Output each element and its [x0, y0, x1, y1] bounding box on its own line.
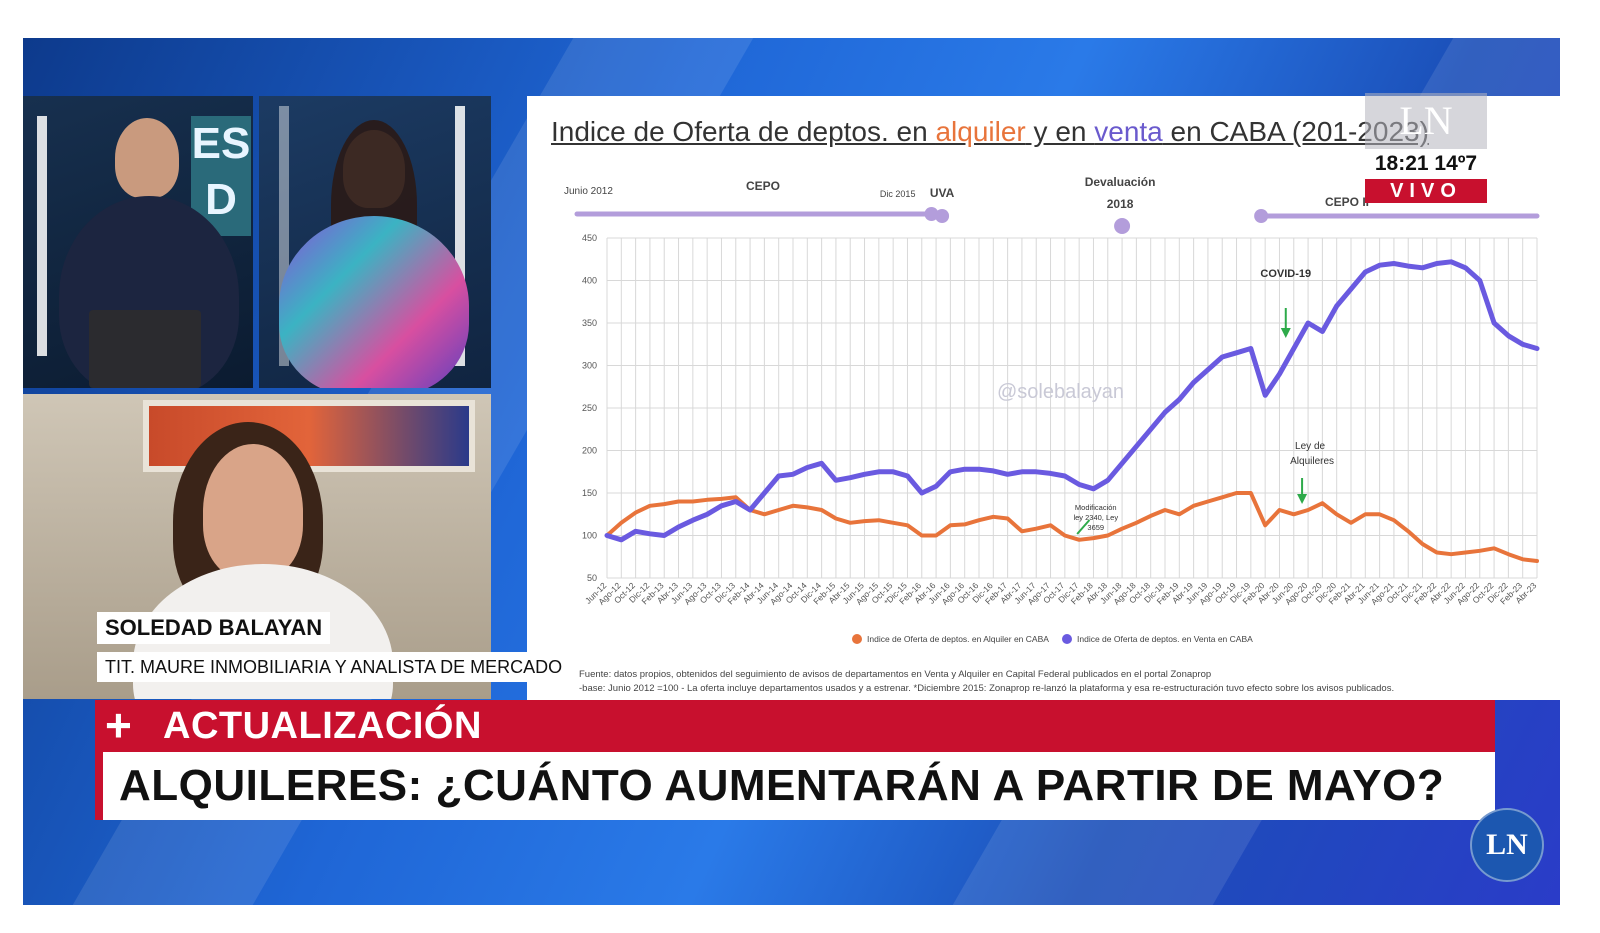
y-tick-label: 350 — [582, 318, 597, 328]
headline: ALQUILERES: ¿CUÁNTO AUMENTARÁN A PARTIR … — [119, 761, 1445, 810]
guest-name-tag: SOLEDAD BALAYAN — [97, 612, 331, 644]
y-tick-label: 50 — [587, 573, 597, 583]
channel-logo: LN — [1470, 808, 1544, 882]
chart-title: Indice de Oferta de deptos. en alquiler … — [551, 116, 1429, 148]
line-chart: 50100150200250300350400450Jun-12Ago-12Oc… — [564, 175, 1540, 644]
camera-guest — [23, 394, 491, 699]
source-line: -base: Junio 2012 =100 - La oferta inclu… — [579, 683, 1395, 694]
y-tick-label: 400 — [582, 276, 597, 286]
lower-third-banner — [95, 700, 1495, 752]
channel-logo-small: LN — [1365, 93, 1487, 149]
host-head — [115, 118, 179, 198]
legend-marker-rent — [852, 634, 862, 644]
annotation-covid: COVID-19 — [1260, 268, 1311, 280]
source-line: Fuente: datos propios, obtenidos del seg… — [579, 669, 1212, 680]
event-label: CEPO — [746, 179, 780, 193]
laptop — [89, 310, 201, 388]
section-label: ACTUALIZACIÓN — [163, 705, 482, 747]
camera-host-male: ES D — [23, 96, 253, 388]
event-marker-devaluacion — [1114, 218, 1131, 234]
clock-time: 18:21 14º7 — [1365, 151, 1487, 177]
annotation-arrow — [1076, 519, 1091, 535]
y-tick-label: 450 — [582, 233, 597, 243]
title-part: venta — [1094, 116, 1163, 147]
plus-icon: + — [105, 699, 132, 751]
event-date-label: Junio 2012 — [564, 186, 613, 197]
y-tick-label: 100 — [582, 531, 597, 541]
title-part: en CABA (201 — [1162, 116, 1348, 147]
set-light-stripe — [37, 116, 47, 356]
live-badge: VIVO — [1365, 179, 1487, 203]
annotation-modificacion: Modificación — [1075, 503, 1117, 512]
host-body — [279, 216, 469, 388]
event-label: CEPO II — [1325, 195, 1369, 209]
watermark: @solebalayan — [997, 381, 1125, 403]
clock-widget: LN 18:21 14º7 VIVO — [1365, 93, 1487, 205]
y-tick-label: 300 — [582, 361, 597, 371]
annotation-ley: Ley de — [1295, 441, 1325, 452]
set-light-stripe — [455, 106, 465, 366]
camera-host-female — [259, 96, 491, 388]
legend-label-rent: Indice de Oferta de deptos. en Alquiler … — [867, 634, 1049, 644]
annotation-modificacion: ley 2340, Ley — [1073, 513, 1118, 522]
legend-marker-sale — [1062, 634, 1072, 644]
lower-third-headline-bar — [95, 752, 1495, 820]
event-label: Devaluación — [1085, 175, 1156, 189]
guest-role-tag: TIT. MAURE INMOBILIARIA Y ANALISTA DE ME… — [97, 652, 571, 682]
title-part: alquiler — [935, 116, 1026, 147]
guest-head — [203, 444, 303, 579]
annotation-ley: Alquileres — [1290, 456, 1334, 467]
annotation-modificacion: 3659 — [1087, 523, 1104, 532]
annotation-arrowhead — [1297, 494, 1308, 504]
set-light-stripe — [279, 106, 289, 366]
event-marker — [1254, 209, 1269, 223]
event-marker — [924, 207, 939, 221]
annotation-arrowhead — [1280, 328, 1291, 338]
chart-source: Fuente: datos propios, obtenidos del seg… — [579, 668, 1394, 696]
event-marker-uva — [935, 209, 950, 223]
event-date-label: Dic 2015 — [880, 189, 916, 199]
title-part: Indice de Oferta de deptos. en — [551, 116, 936, 147]
title-part: y en — [1025, 116, 1095, 147]
series-line-rent — [605, 491, 1539, 563]
event-label: UVA — [930, 186, 955, 200]
y-tick-label: 200 — [582, 446, 597, 456]
broadcast-stage: ES D Indice de Oferta de deptos. en alqu… — [23, 38, 1560, 905]
event-label: 2018 — [1107, 197, 1134, 211]
y-tick-label: 150 — [582, 488, 597, 498]
legend-label-sale: Indice de Oferta de deptos. en Venta en … — [1077, 634, 1253, 644]
y-tick-label: 250 — [582, 403, 597, 413]
series-line-sale — [604, 259, 1540, 543]
